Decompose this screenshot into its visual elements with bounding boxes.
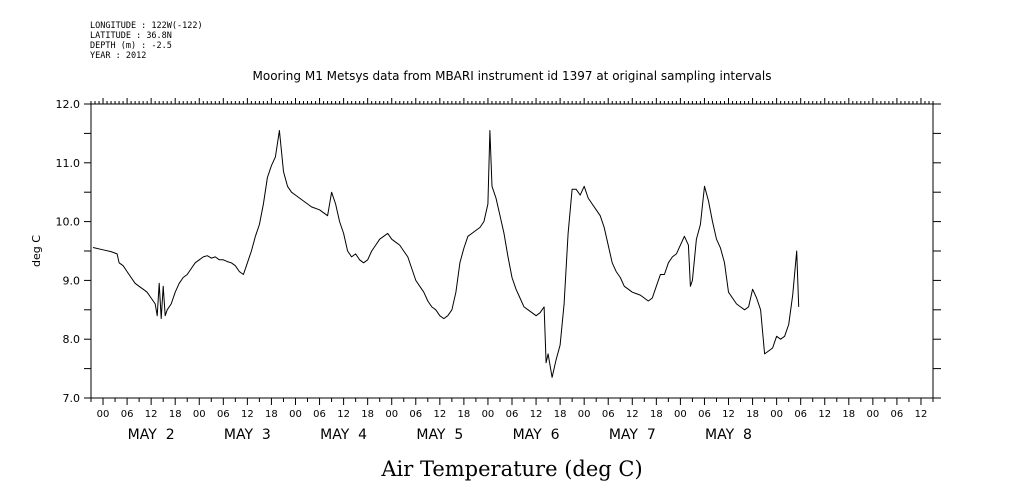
day-label: MAY 6 xyxy=(513,427,560,443)
x-tick-label: 00 xyxy=(866,409,879,420)
x-tick-label: 12 xyxy=(530,409,543,420)
x-tick-label: 18 xyxy=(169,409,182,420)
y-tick-label: 11.0 xyxy=(56,157,81,170)
x-tick-label: 06 xyxy=(313,409,326,420)
x-tick-label: 06 xyxy=(121,409,134,420)
meta-latitude: LATITUDE : 36.8N xyxy=(90,31,172,41)
x-tick-label: 00 xyxy=(193,409,206,420)
x-tick-label: 18 xyxy=(458,409,471,420)
x-tick-label: 18 xyxy=(842,409,855,420)
x-tick-label: 00 xyxy=(770,409,783,420)
axis-ticks xyxy=(84,98,941,405)
x-tick-label: 06 xyxy=(891,409,904,420)
x-tick-label: 06 xyxy=(409,409,422,420)
x-tick-label: 12 xyxy=(337,409,350,420)
x-tick-label: 00 xyxy=(385,409,398,420)
x-tick-label: 18 xyxy=(361,409,374,420)
x-tick-label: 18 xyxy=(650,409,663,420)
day-label: MAY 2 xyxy=(128,427,175,443)
x-tick-label: 18 xyxy=(265,409,278,420)
meta-longitude: LONGITUDE : 122W(-122) xyxy=(90,21,203,31)
y-tick-label: 7.0 xyxy=(63,392,81,405)
plot-frame xyxy=(90,103,934,399)
x-tick-label: 18 xyxy=(746,409,759,420)
x-tick-label: 18 xyxy=(554,409,567,420)
x-tick-label: 12 xyxy=(433,409,446,420)
chart-title: Mooring M1 Metsys data from MBARI instru… xyxy=(253,69,772,83)
x-tick-label: 00 xyxy=(289,409,302,420)
y-tick-label: 9.0 xyxy=(63,274,81,287)
day-label: MAY 3 xyxy=(224,427,271,443)
day-label: MAY 8 xyxy=(705,427,752,443)
day-label: MAY 4 xyxy=(320,427,367,443)
x-tick-label: 06 xyxy=(217,409,230,420)
x-axis-label: Air Temperature (deg C) xyxy=(380,457,642,481)
x-tick-label: 00 xyxy=(674,409,687,420)
x-tick-label: 12 xyxy=(722,409,735,420)
x-tick-label: 06 xyxy=(602,409,615,420)
x-tick-label: 12 xyxy=(915,409,928,420)
series-layer xyxy=(92,130,800,378)
x-tick-label: 06 xyxy=(698,409,711,420)
x-tick-label: 12 xyxy=(818,409,831,420)
day-label: MAY 5 xyxy=(416,427,463,443)
meta-depth: DEPTH (m) : -2.5 xyxy=(90,41,172,51)
axis-tick-labels: 00 06 12 18 00 06 12 18 00 06 12 18 00 06 12 18 00 06 12 18… xyxy=(56,98,928,443)
series-line-air-temperature xyxy=(92,130,800,378)
x-tick-label: 00 xyxy=(97,409,110,420)
x-tick-label: 00 xyxy=(578,409,591,420)
x-tick-label: 06 xyxy=(794,409,807,420)
x-tick-label: 12 xyxy=(241,409,254,420)
y-axis-label: deg C xyxy=(30,235,43,267)
x-tick-label: 12 xyxy=(626,409,639,420)
day-label: MAY 7 xyxy=(609,427,656,443)
x-tick-label: 12 xyxy=(145,409,158,420)
x-tick-label: 06 xyxy=(506,409,519,420)
y-tick-label: 8.0 xyxy=(63,333,81,346)
y-tick-label: 12.0 xyxy=(56,98,81,111)
meta-year: YEAR : 2012 xyxy=(90,51,147,61)
metadata-block: LONGITUDE : 122W(-122) LATITUDE : 36.8N … xyxy=(90,21,203,61)
x-tick-label: 00 xyxy=(482,409,495,420)
y-tick-label: 10.0 xyxy=(56,216,81,229)
